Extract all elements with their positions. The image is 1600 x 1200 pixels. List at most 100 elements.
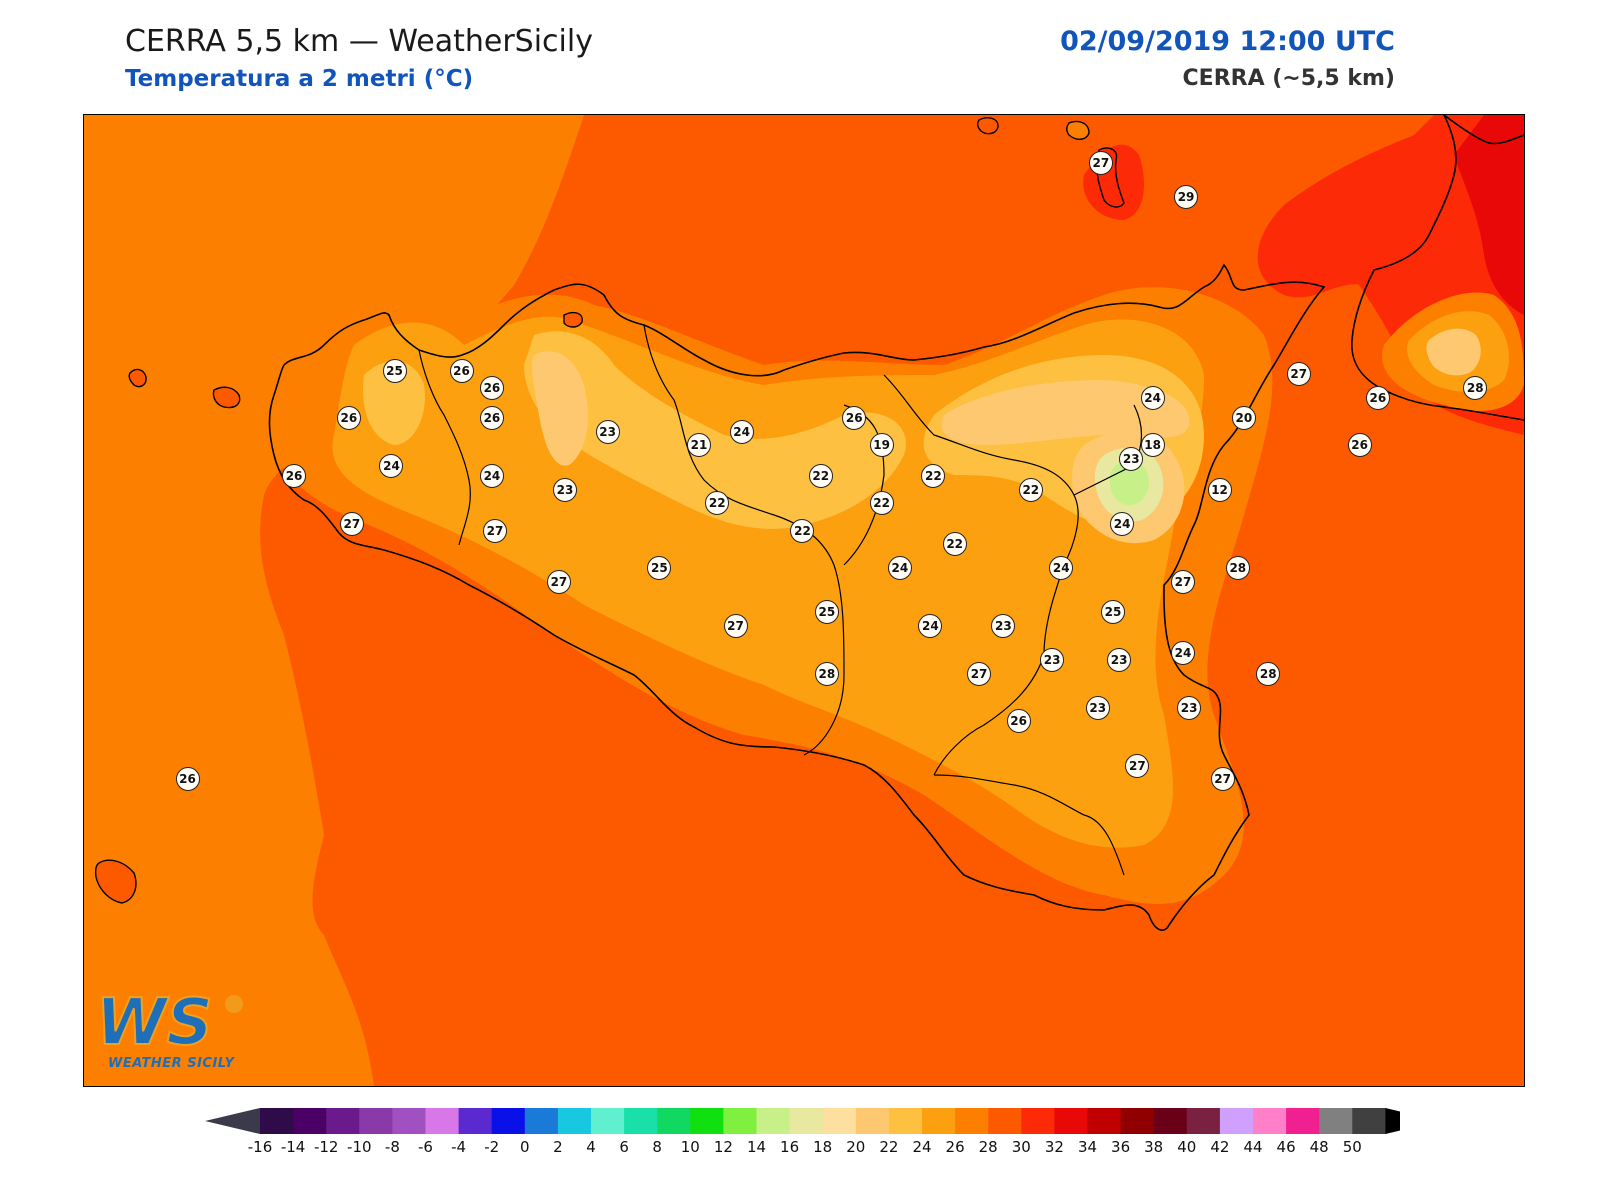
colorbar-segment (425, 1108, 460, 1134)
colorbar-tick-label: -6 (418, 1138, 433, 1156)
station-marker: 24 (729, 419, 754, 444)
colorbar-segment (1219, 1108, 1254, 1134)
station-marker: 28 (814, 661, 839, 686)
station-marker: 12 (1207, 477, 1232, 502)
station-marker: 24 (1110, 511, 1135, 536)
station-marker: 23 (553, 477, 577, 502)
station-marker: 24 (918, 614, 943, 639)
colorbar-tick-label: 42 (1210, 1138, 1230, 1156)
station-marker: 23 (991, 614, 1016, 639)
colorbar-segment (1021, 1108, 1055, 1134)
colorbar-tick-label: -8 (384, 1138, 400, 1156)
island-egadi-1 (128, 368, 147, 388)
logo-letters: WS (96, 986, 213, 1060)
station-marker: 27 (482, 518, 507, 543)
station-marker: 22 (808, 464, 833, 489)
station-marker: 26 (175, 767, 200, 792)
colorbar-tick-label: 34 (1077, 1138, 1098, 1156)
colorbar-segment (458, 1108, 493, 1134)
colorbar-tick-label: 28 (978, 1138, 998, 1156)
island-pantelleria (94, 859, 137, 904)
station-marker: 19 (869, 433, 894, 458)
province-borders (418, 324, 1143, 876)
station-marker: 27 (339, 511, 364, 536)
colorbar-segment (524, 1108, 559, 1134)
colorbar-tick-label: -2 (484, 1138, 500, 1156)
colorbar-segment (922, 1108, 956, 1134)
station-marker: 20 (1231, 406, 1256, 431)
station-marker: 24 (479, 464, 504, 489)
station-marker: 28 (1225, 556, 1250, 581)
colorbar-tick-label: 16 (780, 1138, 800, 1156)
field-26-band-west (84, 115, 584, 1086)
colorbar-tick-label: 24 (912, 1138, 932, 1156)
colorbar-tick-label: -4 (451, 1138, 467, 1156)
colorbar-over-arrow (1385, 1108, 1400, 1134)
colorbar-segment (756, 1108, 791, 1134)
map-subtitle: Temperatura a 2 metri (°C) (125, 66, 474, 92)
station-marker: 29 (1174, 184, 1199, 209)
station-marker: 26 (1365, 385, 1390, 410)
colorbar-segment (1054, 1108, 1088, 1134)
colorbar-tick-label: 14 (746, 1138, 767, 1156)
colorbar-segment (822, 1108, 857, 1134)
colorbar-tick-label: 12 (713, 1138, 733, 1156)
station-marker: 26 (449, 358, 474, 383)
station-marker: 27 (1286, 361, 1311, 386)
island-egadi-2 (212, 386, 241, 409)
station-marker: 23 (1119, 447, 1144, 472)
colorbar-tick-label: -12 (313, 1138, 339, 1156)
temperature-map[interactable] (83, 114, 1525, 1087)
colorbar-tick-label: 44 (1243, 1138, 1263, 1156)
station-marker: 25 (1101, 600, 1125, 625)
colorbar-segment (1352, 1108, 1386, 1134)
colorbar-tick-label: 36 (1111, 1138, 1131, 1156)
colorbar-tick-label: 2 (553, 1138, 563, 1156)
station-marker: 27 (546, 569, 571, 594)
field-20-west (531, 351, 589, 466)
colorbar-tick-label: 0 (520, 1138, 530, 1156)
colorbar-segment (1186, 1108, 1221, 1134)
colorbar-tick-label: 10 (680, 1138, 700, 1156)
calabria-east-coast (1443, 115, 1524, 145)
island-ustica (563, 311, 583, 328)
station-marker: 22 (869, 491, 894, 516)
colorbar-segment (723, 1108, 757, 1134)
station-marker: 18 (1140, 433, 1165, 458)
station-marker: 27 (967, 661, 992, 686)
station-marker: 23 (1040, 648, 1065, 673)
map-title: CERRA 5,5 km — WeatherSicily (125, 24, 593, 59)
colorbar-segment (326, 1108, 360, 1134)
logo-text: WEATHER SICILY (108, 1056, 235, 1071)
colorbar-tick-label: -14 (280, 1138, 306, 1156)
station-marker: 24 (887, 556, 912, 581)
field-20-east (941, 380, 1190, 445)
calabria-coastline (1351, 115, 1524, 421)
station-marker: 27 (1088, 150, 1113, 175)
colorbar-segment (624, 1108, 658, 1134)
station-marker: 26 (336, 406, 361, 431)
colorbar-tick-label: 40 (1177, 1138, 1197, 1156)
station-marker: 27 (723, 614, 748, 639)
station-marker: 26 (479, 406, 504, 431)
colorbar-segment (491, 1108, 526, 1134)
colorbar-tick-label: 32 (1044, 1138, 1064, 1156)
colorbar-segment (260, 1108, 294, 1134)
colorbar-segment (359, 1108, 393, 1134)
colorbar-segment (293, 1108, 327, 1134)
colorbar-tick-label: -16 (247, 1138, 273, 1156)
colorbar-tick-label: 22 (879, 1138, 899, 1156)
station-marker: 26 (282, 464, 307, 489)
station-marker: 22 (921, 464, 946, 489)
station-marker: 22 (1018, 477, 1043, 502)
colorbar-segment (988, 1108, 1022, 1134)
station-marker: 27 (1210, 767, 1235, 792)
station-marker: 25 (647, 556, 672, 581)
colorbar-segment (392, 1108, 426, 1134)
colorbar-tick-label: 48 (1309, 1138, 1329, 1156)
colorbar-tick-label: 30 (1011, 1138, 1031, 1156)
station-marker: 23 (1177, 695, 1202, 720)
island-salina (976, 117, 999, 135)
colorbar-segment (1286, 1108, 1320, 1134)
colorbar-segment (1087, 1108, 1122, 1134)
